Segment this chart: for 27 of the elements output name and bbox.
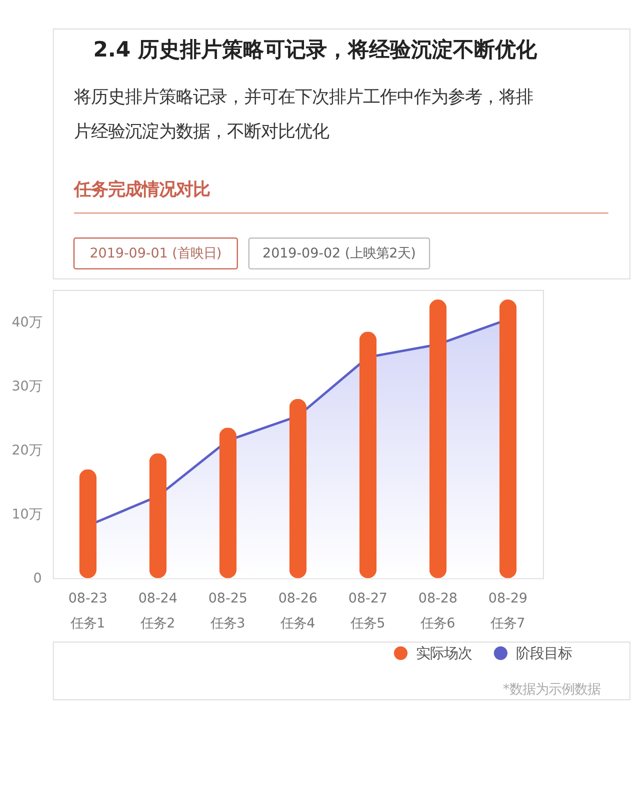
bar xyxy=(359,332,377,578)
bar xyxy=(149,453,167,578)
chart-subtitle: 将历史排片策略记录，并可在下次排片工作中作为参考，将排片经验沉淀为数据，不断对比优化 xyxy=(72,88,533,142)
x-tick-label: 08-28 任务6 xyxy=(418,592,458,632)
bar xyxy=(429,300,447,578)
x-tick-label: 08-23 任务1 xyxy=(68,592,108,632)
bar xyxy=(499,300,517,578)
bar xyxy=(79,469,97,578)
legend-label: 实际场次 xyxy=(416,646,472,662)
x-tick-label: 08-24 任务2 xyxy=(138,592,178,632)
bar xyxy=(219,428,237,578)
y-tick-label: 20万 xyxy=(12,443,42,458)
x-tick-label: 08-27 任务5 xyxy=(348,592,388,632)
chart-title: 2.4 历史排片策略可记录，将经验沉淀不断优化 xyxy=(93,36,538,62)
y-tick-label: 10万 xyxy=(12,507,42,522)
y-tick-label: 30万 xyxy=(12,379,42,394)
x-tick-label: 08-26 任务4 xyxy=(278,592,318,632)
y-tick-label: 0 xyxy=(33,572,42,587)
x-tick-label: 08-25 任务3 xyxy=(208,592,248,632)
bar xyxy=(289,398,307,578)
text: *数据为示例数据 xyxy=(502,682,601,698)
x-tick-label: 08-29 任务7 xyxy=(488,592,528,632)
legend-label: 阶段目标 xyxy=(516,646,572,662)
y-tick-label: 40万 xyxy=(12,315,42,330)
text: 2019-09-02 (上映第2天) xyxy=(262,246,416,262)
text: 任务完成情况对比 xyxy=(72,180,210,200)
text: 2019-09-01 (首映日) xyxy=(90,246,222,262)
